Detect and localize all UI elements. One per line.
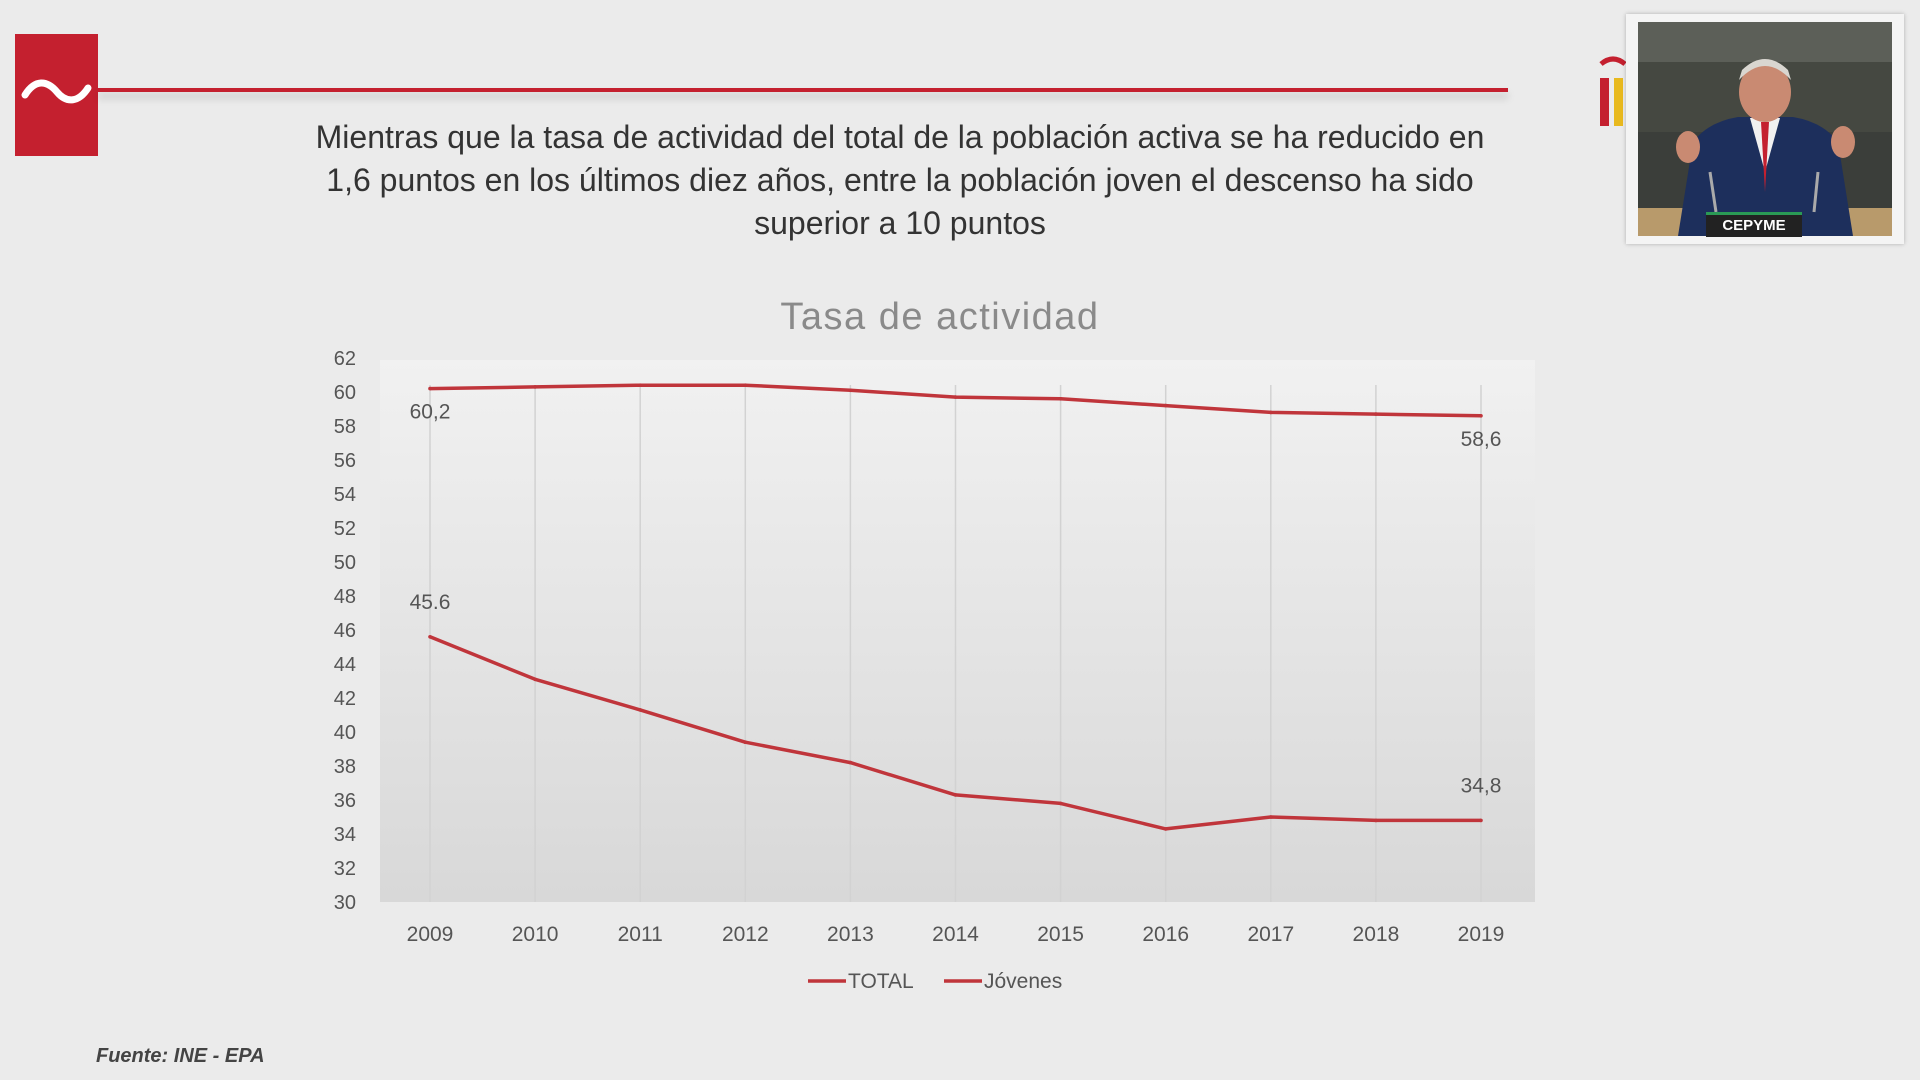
chart-title: Tasa de actividad	[780, 296, 1100, 338]
y-tick-label: 52	[334, 518, 356, 540]
x-tick-label: 2010	[512, 923, 559, 946]
y-tick-label: 36	[334, 790, 356, 812]
x-tick-label: 2015	[1037, 923, 1084, 946]
y-tick-label: 58	[334, 416, 356, 438]
x-tick-label: 2016	[1142, 923, 1189, 946]
data-point	[533, 677, 537, 682]
y-tick-label: 30	[334, 892, 356, 914]
x-tick-label: 2009	[407, 923, 454, 946]
x-tick-label: 2012	[722, 923, 769, 946]
data-point	[1374, 818, 1378, 823]
plot-area	[380, 360, 1535, 902]
data-point	[428, 386, 432, 391]
data-point	[1269, 815, 1273, 819]
data-point	[533, 385, 537, 389]
y-tick-label: 38	[334, 756, 356, 778]
y-tick-label: 42	[334, 688, 356, 710]
data-point	[848, 760, 853, 765]
x-tick-label: 2013	[827, 923, 874, 946]
tilde-logo-icon	[15, 34, 98, 156]
y-tick-label: 50	[334, 552, 356, 574]
partial-logo-icon	[1599, 56, 1627, 126]
data-label: 34,8	[1461, 774, 1502, 797]
headline: Mientras que la tasa de actividad del to…	[315, 119, 1485, 241]
data-point	[848, 388, 853, 393]
speaker-badge: CEPYME	[1706, 212, 1802, 237]
data-point	[1058, 397, 1063, 401]
y-tick-label: 40	[334, 722, 356, 744]
data-point	[1163, 403, 1168, 408]
y-tick-label: 62	[334, 348, 356, 370]
legend-label: Jóvenes	[984, 970, 1062, 993]
data-point	[1058, 801, 1063, 806]
y-tick-label: 46	[334, 620, 356, 642]
data-point	[638, 708, 642, 712]
data-point	[953, 395, 958, 399]
y-tick-label: 60	[334, 382, 356, 404]
x-tick-label: 2014	[932, 923, 979, 946]
data-point	[743, 740, 748, 744]
data-label: 45.6	[410, 591, 451, 614]
data-label: 60,2	[410, 401, 451, 424]
data-point	[743, 383, 748, 388]
legend-label: TOTAL	[848, 970, 914, 993]
y-tick-label: 44	[334, 654, 356, 676]
y-tick-label: 32	[334, 858, 356, 880]
y-tick-label: 56	[334, 450, 356, 472]
data-point	[1374, 412, 1378, 416]
data-point	[428, 635, 432, 639]
x-tick-label: 2011	[618, 923, 663, 946]
speaker-video	[1638, 22, 1892, 236]
data-point	[1163, 827, 1168, 831]
data-point	[953, 793, 958, 797]
y-tick-label: 34	[334, 824, 356, 846]
y-tick-label: 48	[334, 586, 356, 608]
header-divider	[98, 88, 1508, 92]
data-point	[1479, 414, 1483, 418]
x-tick-label: 2018	[1353, 923, 1400, 946]
source-note: Fuente: INE - EPA	[96, 1045, 265, 1067]
data-point	[638, 383, 642, 388]
data-label: 58,6	[1461, 428, 1502, 451]
x-tick-label: 2019	[1458, 923, 1505, 946]
video-feed: CEPYME	[1626, 14, 1904, 244]
data-point	[1269, 410, 1273, 415]
y-tick-label: 54	[334, 484, 356, 506]
x-tick-label: 2017	[1247, 923, 1294, 946]
data-point	[1479, 818, 1483, 823]
